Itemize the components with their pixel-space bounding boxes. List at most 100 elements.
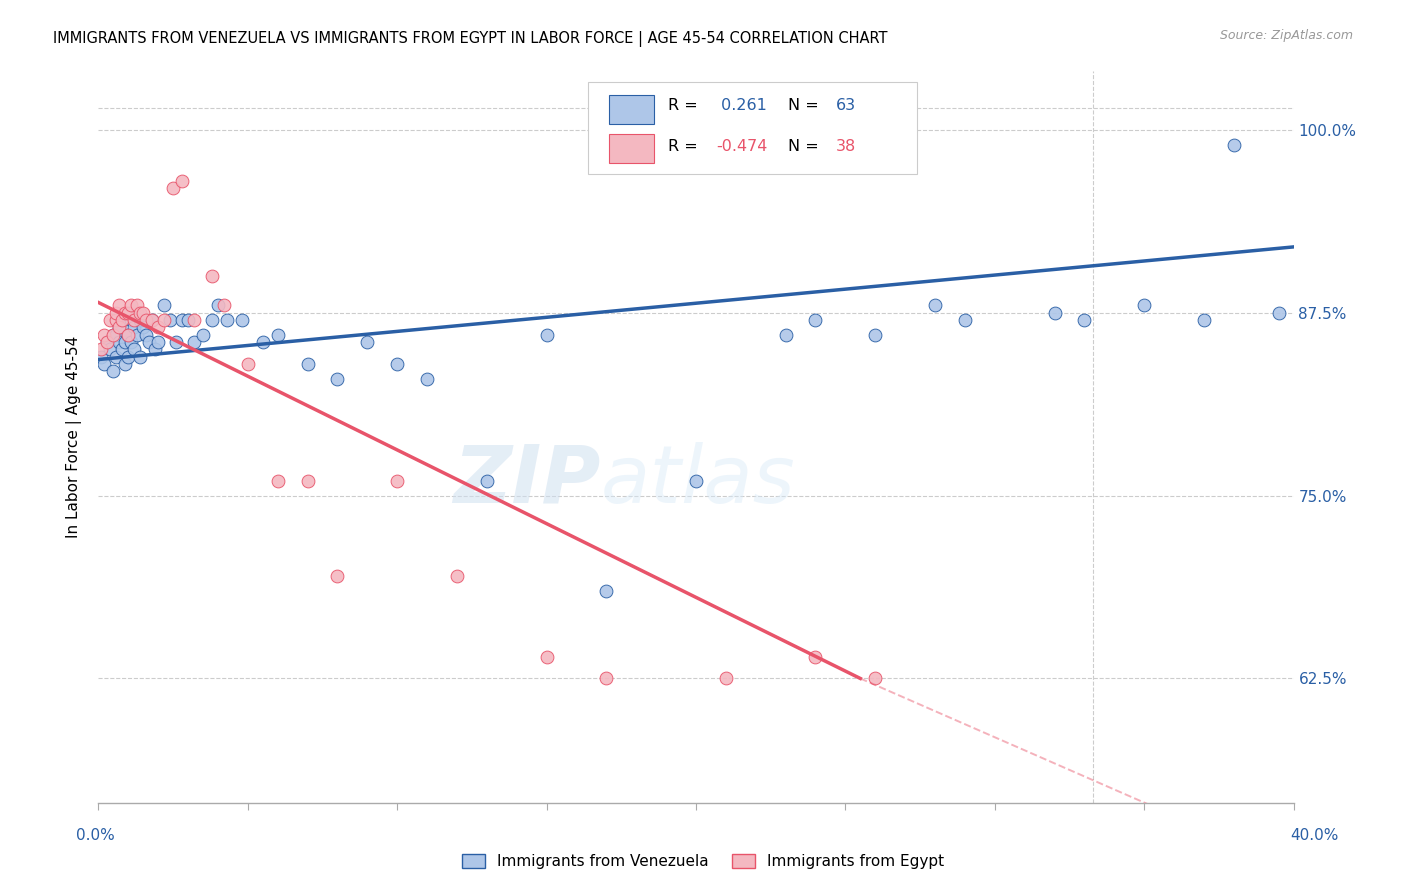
Point — [108, 320, 131, 334]
Point — [124, 313, 146, 327]
Text: ZIP: ZIP — [453, 442, 600, 520]
Point — [865, 672, 887, 686]
Point — [103, 327, 125, 342]
Point — [236, 357, 259, 371]
Point — [120, 313, 142, 327]
Point — [127, 327, 149, 342]
Point — [162, 181, 184, 195]
Point — [105, 306, 128, 320]
Point — [1267, 306, 1289, 320]
Point — [132, 320, 155, 334]
Point — [114, 357, 136, 371]
FancyBboxPatch shape — [609, 95, 654, 124]
Point — [141, 313, 163, 327]
Point — [129, 350, 152, 364]
Text: 0.261: 0.261 — [716, 98, 768, 112]
Point — [1133, 298, 1156, 312]
Point — [111, 313, 134, 327]
Point — [183, 313, 205, 327]
Text: -0.474: -0.474 — [716, 139, 768, 154]
Point — [252, 334, 274, 349]
Point — [172, 313, 194, 327]
Point — [124, 343, 146, 357]
Point — [117, 327, 139, 342]
Point — [385, 474, 409, 488]
Text: atlas: atlas — [600, 442, 796, 520]
Point — [595, 672, 617, 686]
Point — [201, 269, 224, 284]
Point — [326, 569, 349, 583]
Point — [117, 306, 139, 320]
Point — [114, 334, 136, 349]
Point — [105, 313, 128, 327]
Text: Source: ZipAtlas.com: Source: ZipAtlas.com — [1219, 29, 1353, 42]
Point — [124, 320, 146, 334]
Point — [231, 313, 253, 327]
Point — [108, 320, 131, 334]
Point — [416, 371, 439, 385]
Text: 38: 38 — [835, 139, 856, 154]
Point — [111, 343, 134, 357]
Point — [153, 313, 176, 327]
Point — [207, 298, 229, 312]
FancyBboxPatch shape — [589, 82, 917, 174]
Point — [685, 474, 707, 488]
Point — [108, 298, 131, 312]
Point — [177, 313, 200, 327]
Point — [111, 313, 134, 327]
Point — [105, 327, 128, 342]
Point — [1073, 313, 1095, 327]
Legend: Immigrants from Venezuela, Immigrants from Egypt: Immigrants from Venezuela, Immigrants fr… — [456, 848, 950, 875]
Point — [135, 313, 157, 327]
Point — [536, 327, 558, 342]
Point — [96, 334, 118, 349]
Point — [297, 357, 319, 371]
Point — [536, 649, 558, 664]
Point — [953, 313, 976, 327]
Point — [924, 298, 946, 312]
Point — [267, 327, 290, 342]
Text: R =: R = — [668, 98, 703, 112]
Point — [804, 649, 827, 664]
Text: N =: N = — [787, 98, 824, 112]
Point — [183, 334, 205, 349]
Point — [98, 343, 122, 357]
Point — [143, 343, 166, 357]
Point — [159, 313, 181, 327]
Text: R =: R = — [668, 139, 703, 154]
Point — [148, 334, 170, 349]
Point — [297, 474, 319, 488]
Point — [356, 334, 378, 349]
Point — [129, 313, 152, 327]
Point — [141, 313, 163, 327]
Point — [201, 313, 224, 327]
Text: 63: 63 — [835, 98, 856, 112]
Text: 0.0%: 0.0% — [76, 829, 115, 843]
Point — [138, 334, 160, 349]
Point — [865, 327, 887, 342]
Point — [127, 298, 149, 312]
Point — [1043, 306, 1066, 320]
Point — [714, 672, 737, 686]
Point — [114, 306, 136, 320]
Point — [98, 313, 122, 327]
Point — [93, 327, 115, 342]
Point — [127, 306, 149, 320]
Point — [105, 350, 128, 364]
Point — [215, 313, 238, 327]
Point — [775, 327, 797, 342]
Point — [117, 350, 139, 364]
Point — [804, 313, 827, 327]
Text: 40.0%: 40.0% — [1291, 829, 1339, 843]
Point — [132, 306, 155, 320]
Point — [267, 474, 290, 488]
Point — [117, 327, 139, 342]
Point — [129, 306, 152, 320]
Point — [326, 371, 349, 385]
Point — [165, 334, 187, 349]
Point — [1192, 313, 1215, 327]
Point — [475, 474, 498, 488]
Point — [191, 327, 214, 342]
FancyBboxPatch shape — [609, 134, 654, 163]
Point — [103, 364, 125, 378]
